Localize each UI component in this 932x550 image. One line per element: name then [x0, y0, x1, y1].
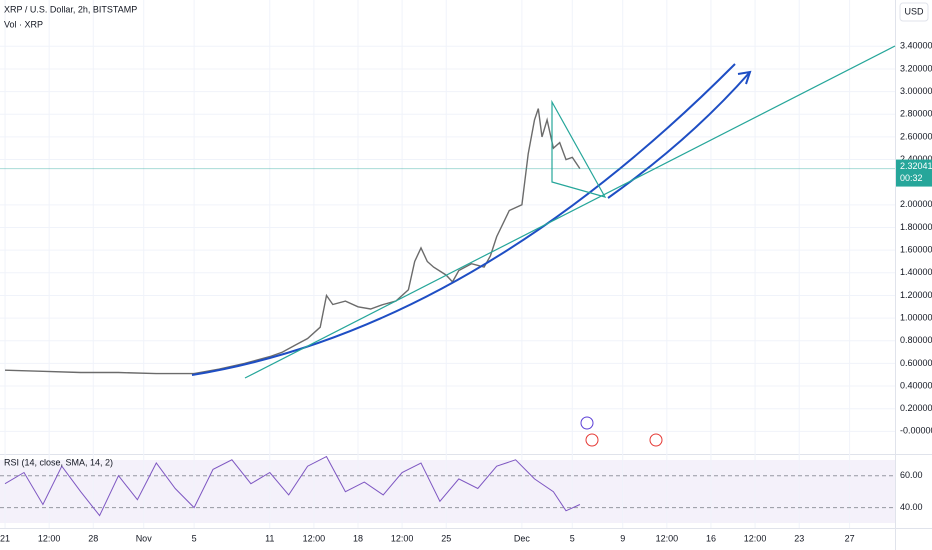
- y-tick-label: 40.00: [900, 502, 923, 512]
- volume-label: Vol · XRP: [4, 19, 43, 29]
- y-tick-label: 60.00: [900, 470, 923, 480]
- rsi-band: [0, 460, 895, 523]
- x-tick-label: 12:00: [656, 533, 679, 543]
- chart-title: XRP / U.S. Dollar, 2h, BITSTAMP: [4, 4, 137, 14]
- y-tick-label: 1.40000: [900, 267, 932, 277]
- x-tick-label: 11: [265, 533, 274, 543]
- x-tick-label: 12:00: [38, 533, 61, 543]
- y-tick-label: 0.40000: [900, 380, 932, 390]
- event-icon[interactable]: [580, 416, 594, 430]
- x-tick-label: 12:00: [391, 533, 414, 543]
- x-tick-label: 18: [353, 533, 363, 543]
- y-tick-label: 3.20000: [900, 63, 932, 73]
- x-tick-label: 27: [845, 533, 855, 543]
- x-tick-label: 16: [706, 533, 716, 543]
- y-tick-label: 2.60000: [900, 131, 932, 141]
- x-tick-label: 12:00: [744, 533, 767, 543]
- y-tick-label: 0.60000: [900, 358, 932, 368]
- x-tick-label: 21: [0, 533, 10, 543]
- x-tick-label: 5: [192, 533, 197, 543]
- countdown: 00:32: [900, 173, 923, 183]
- trend-curve: [191, 63, 736, 376]
- y-tick-label: 1.60000: [900, 245, 932, 255]
- plot: [0, 0, 895, 528]
- triangle-pattern: [551, 99, 607, 198]
- x-tick-label: 12:00: [303, 533, 326, 543]
- currency[interactable]: USD: [904, 6, 924, 16]
- y-tick-label: 0.20000: [900, 403, 932, 413]
- y-tick-label: 1.00000: [900, 312, 932, 322]
- rsi-title: RSI (14, close, SMA, 14, 2): [4, 457, 113, 467]
- x-tick-label: 23: [794, 533, 804, 543]
- price-line: [4, 455, 581, 517]
- arrow-head: [737, 70, 752, 85]
- y-tick-label: 1.80000: [900, 222, 932, 232]
- event-icon[interactable]: [649, 433, 663, 447]
- trend-line: [244, 45, 896, 379]
- y-tick-label: 1.20000: [900, 290, 932, 300]
- price-line: [4, 108, 581, 375]
- y-tick-label: 2.00000: [900, 199, 932, 209]
- currency-box[interactable]: [899, 2, 929, 22]
- x-tick-label: 5: [570, 533, 575, 543]
- y-tick-label: 2.40000: [900, 154, 932, 164]
- x-tick-label: 25: [441, 533, 451, 543]
- y-tick-label: 0.80000: [900, 335, 932, 345]
- trend-arrow: [607, 71, 751, 199]
- last-price-box: [896, 159, 932, 187]
- last-price: 2.32041: [900, 161, 932, 171]
- event-icon[interactable]: [585, 433, 599, 447]
- y-tick-label: 3.40000: [900, 41, 932, 51]
- x-tick-label: 28: [88, 533, 98, 543]
- x-tick-label: 9: [620, 533, 625, 543]
- y-tick-label: 2.80000: [900, 109, 932, 119]
- y-tick-label: 3.00000: [900, 86, 932, 96]
- x-tick-label: Dec: [514, 533, 531, 543]
- x-tick-label: Nov: [136, 533, 153, 543]
- y-tick-label: -0.00000: [900, 426, 932, 436]
